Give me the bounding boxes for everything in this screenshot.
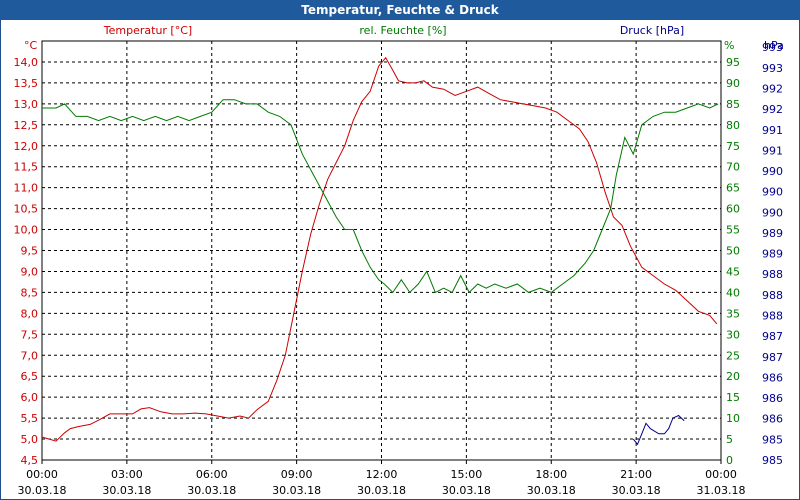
x-tick-time: 18:00 (535, 468, 567, 481)
left-tick-label: 10,0 (14, 224, 39, 237)
left-tick-label: 9,5 (21, 245, 39, 258)
pressure-line (632, 414, 685, 446)
window-title: Temperatur, Feuchte & Druck (0, 0, 800, 20)
right-tick-label: 985 (762, 433, 783, 446)
middle-tick-label: 80 (726, 119, 740, 132)
left-axis-label: Temperatur [°C] (103, 24, 192, 37)
x-tick-time: 09:00 (281, 468, 313, 481)
middle-tick-label: 50 (726, 245, 740, 258)
middle-tick-label: 85 (726, 98, 740, 111)
x-tick-date: 30.03.18 (18, 484, 67, 497)
left-tick-label: 5,0 (21, 433, 39, 446)
middle-tick-label: 45 (726, 265, 740, 278)
x-tick-date: 30.03.18 (187, 484, 236, 497)
x-tick-date: 30.03.18 (102, 484, 151, 497)
right-tick-label: 988 (762, 289, 783, 302)
right-tick-label: 989 (762, 227, 783, 240)
left-tick-label: 8,5 (21, 286, 39, 299)
middle-tick-label: 25 (726, 349, 740, 362)
left-tick-label: 6,0 (21, 391, 39, 404)
right-tick-label: 991 (762, 124, 783, 137)
middle-tick-label: 55 (726, 224, 740, 237)
right-tick-label: 992 (762, 82, 783, 95)
middle-tick-label: 5 (726, 433, 733, 446)
x-tick-date: 30.03.18 (612, 484, 661, 497)
right-tick-label: 992 (762, 103, 783, 116)
left-tick-label: 5,5 (21, 412, 39, 425)
left-tick-label: 7,5 (21, 328, 39, 341)
middle-tick-label: 95 (726, 56, 740, 69)
tick-labels: 4,5 5,0 5,5 6,0 6,5 7,0 7,5 8,0 8,5 9,0 9,5 10,0 10,… (14, 41, 784, 497)
middle-tick-label: 65 (726, 182, 740, 195)
right-tick-label: 989 (762, 248, 783, 261)
middle-tick-label: 15 (726, 391, 740, 404)
right-tick-label: 991 (762, 144, 783, 157)
middle-tick-label: 20 (726, 370, 740, 383)
x-tick-date: 30.03.18 (442, 484, 491, 497)
right-tick-label: 990 (762, 206, 783, 219)
x-tick-time: 00:00 (705, 468, 737, 481)
x-tick-date: 30.03.18 (357, 484, 406, 497)
x-tick-time: 06:00 (196, 468, 228, 481)
left-tick-label: 11,5 (14, 161, 39, 174)
left-tick-label: 14,0 (14, 56, 39, 69)
left-tick-label: 8,0 (21, 307, 39, 320)
middle-tick-label: 40 (726, 286, 740, 299)
left-tick-label: 13,0 (14, 98, 39, 111)
right-tick-label: 990 (762, 165, 783, 178)
middle-tick-label: 0 (726, 454, 733, 467)
left-tick-label: 4,5 (21, 454, 39, 467)
right-tick-label: 985 (762, 454, 783, 467)
right-axis-label: Druck [hPa] (620, 24, 684, 37)
series-lines (41, 56, 719, 446)
left-tick-label: 10,5 (14, 203, 39, 216)
left-tick-label: 6,5 (21, 370, 39, 383)
left-tick-label: 13,5 (14, 77, 39, 90)
x-tick-time: 03:00 (111, 468, 143, 481)
right-tick-label: 986 (762, 413, 783, 426)
x-tick-time: 00:00 (26, 468, 58, 481)
left-tick-label: 12,5 (14, 119, 39, 132)
left-tick-label: 9,0 (21, 265, 39, 278)
humidity-line (42, 99, 719, 294)
x-tick-date: 30.03.18 (272, 484, 321, 497)
temperature-line (41, 56, 718, 442)
x-tick-time: 21:00 (620, 468, 652, 481)
chart-grid (41, 40, 722, 464)
right-tick-label: 993 (762, 41, 783, 54)
x-tick-time: 15:00 (451, 468, 483, 481)
left-tick-label: 12,0 (14, 140, 39, 153)
x-tick-date: 30.03.18 (527, 484, 576, 497)
left-tick-label: 11,0 (14, 182, 39, 195)
right-tick-label: 987 (762, 330, 783, 343)
middle-tick-label: 70 (726, 161, 740, 174)
middle-tick-label: 35 (726, 307, 740, 320)
right-tick-label: 986 (762, 392, 783, 405)
middle-tick-label: 10 (726, 412, 740, 425)
right-tick-label: 993 (762, 62, 783, 75)
middle-tick-label: 30 (726, 328, 740, 341)
middle-tick-label: 75 (726, 140, 740, 153)
middle-tick-label: 90 (726, 77, 740, 90)
middle-tick-label: 60 (726, 203, 740, 216)
right-axis-unit: hPa (764, 39, 784, 52)
x-tick-date: 31.03.18 (697, 484, 746, 497)
left-axis-unit: °C (24, 39, 38, 52)
x-tick-time: 12:00 (366, 468, 398, 481)
right-tick-label: 988 (762, 310, 783, 323)
right-tick-label: 987 (762, 351, 783, 364)
middle-axis-unit: % (724, 39, 734, 52)
left-tick-label: 7,0 (21, 349, 39, 362)
right-tick-label: 986 (762, 371, 783, 384)
right-tick-label: 988 (762, 268, 783, 281)
right-tick-label: 990 (762, 186, 783, 199)
middle-axis-label: rel. Feuchte [%] (359, 24, 446, 37)
